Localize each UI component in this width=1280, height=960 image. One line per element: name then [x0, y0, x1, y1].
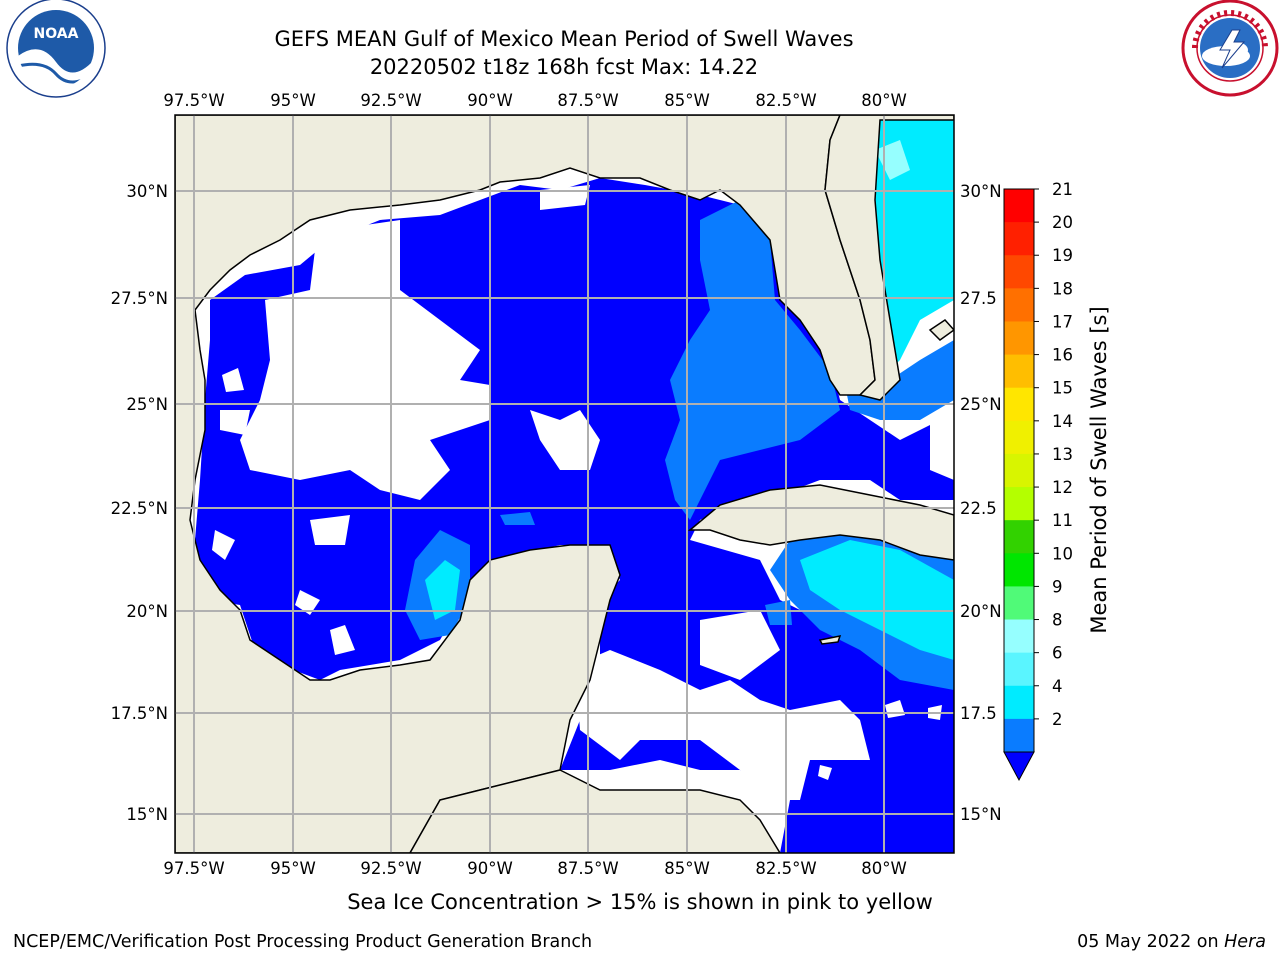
- lon-labels-bottom: 97.5°W 95°W 92.5°W 90°W 87.5°W 85°W 82.5…: [163, 859, 906, 878]
- colorbar-tick-label: 4: [1052, 677, 1063, 696]
- sea-ice-note: Sea Ice Concentration > 15% is shown in …: [347, 890, 933, 914]
- lat-label: 22.5°N: [111, 499, 168, 518]
- colorbar-bin: [1004, 718, 1034, 753]
- swell-nodata-patches: [212, 185, 954, 800]
- colorbar-bin: [1004, 453, 1034, 488]
- credit-date: 05 May 2022 on: [1077, 932, 1225, 952]
- lon-label: 87.5°W: [557, 859, 618, 878]
- lat-label: 27.5°N: [111, 289, 168, 308]
- map-frame: [174, 114, 955, 854]
- colorbar-bin: [1004, 420, 1034, 455]
- chart-subtitle: 20220502 t18z 168h fcst Max: 14.22: [369, 55, 759, 79]
- colorbar-bin: [1004, 321, 1034, 356]
- lon-labels-top: 97.5°W 95°W 92.5°W 90°W 87.5°W 85°W 82.5…: [163, 91, 906, 110]
- lon-label: 90°W: [467, 91, 513, 110]
- lon-label: 95°W: [270, 91, 316, 110]
- lon-label: 80°W: [861, 859, 907, 878]
- colorbar-tick-label: 16: [1052, 346, 1073, 365]
- lon-label: 92.5°W: [360, 859, 421, 878]
- lat-label: 25°N: [126, 395, 168, 414]
- lat-label: 30°N: [126, 182, 168, 201]
- colorbar-tick-label: 19: [1052, 246, 1073, 265]
- lat-label: 30°N: [960, 182, 1002, 201]
- credit-left: NCEP/EMC/Verification Post Processing Pr…: [13, 932, 593, 952]
- credit-right: 05 May 2022 on Hera: [1077, 932, 1266, 952]
- lat-label: 20°N: [960, 602, 1002, 621]
- lat-label: 15°N: [960, 805, 1002, 824]
- colorbar-tick-label: 8: [1052, 611, 1063, 630]
- colorbar-tick-label: 14: [1052, 412, 1073, 431]
- colorbar-bin: [1004, 619, 1034, 654]
- lat-labels-left: 30°N 27.5°N 25°N 22.5°N 20°N 17.5°N 15°N: [111, 182, 168, 824]
- lat-labels-right: 30°N 27.5 25°N 22.5 20°N 17.5 15°N: [960, 182, 1002, 824]
- colorbar-tick-label: 18: [1052, 279, 1073, 298]
- colorbar-bin: [1004, 387, 1034, 422]
- graticule: [175, 115, 954, 853]
- credit-host: Hera: [1224, 932, 1266, 952]
- colorbar-bin: [1004, 255, 1034, 289]
- colorbar-bin: [1004, 520, 1034, 554]
- colorbar-bin: [1004, 354, 1034, 389]
- lat-label: 17.5°N: [111, 704, 168, 723]
- colorbar-bin: [1004, 222, 1034, 256]
- nws-logo: [1181, 0, 1279, 97]
- colorbar-extend-arrow: [1003, 751, 1035, 782]
- lon-label: 97.5°W: [163, 859, 224, 878]
- colorbar-tick-label: 17: [1052, 312, 1073, 331]
- lon-label: 82.5°W: [755, 91, 816, 110]
- chart-title: GEFS MEAN Gulf of Mexico Mean Period of …: [274, 27, 854, 51]
- colorbar-tick-label: 21: [1052, 180, 1073, 199]
- lon-label: 82.5°W: [755, 859, 816, 878]
- noaa-logo-text: NOAA: [34, 26, 79, 42]
- colorbar-tick-label: 9: [1052, 577, 1063, 596]
- colorbar-bin: [1004, 487, 1034, 521]
- lon-label: 85°W: [664, 91, 710, 110]
- colorbar: 21 20 19 18 17 16 15 14 13 12 11 10 9 8 6 4 2: [1003, 180, 1073, 782]
- colorbar-tick-label: 6: [1052, 644, 1063, 663]
- colorbar-frame: [1003, 188, 1035, 753]
- lon-label: 80°W: [861, 91, 907, 110]
- colorbar-tick-label: 20: [1052, 213, 1073, 232]
- colorbar-tick-label: 11: [1052, 511, 1073, 530]
- colorbar-bin: [1004, 288, 1034, 322]
- lon-label: 95°W: [270, 859, 316, 878]
- colorbar-tick-label: 15: [1052, 379, 1073, 398]
- colorbar-bin: [1004, 189, 1034, 223]
- colorbar-tick-label: 2: [1052, 710, 1063, 729]
- lat-label: 15°N: [126, 805, 168, 824]
- lat-label: 22.5: [960, 499, 997, 518]
- colorbar-label: Mean Period of Swell Waves [s]: [1087, 306, 1111, 633]
- noaa-logo: NOAA: [6, 0, 106, 98]
- map-area: [175, 115, 954, 853]
- colorbar-bin: [1004, 652, 1034, 687]
- lon-label: 90°W: [467, 859, 513, 878]
- colorbar-tick-label: 13: [1052, 445, 1073, 464]
- lon-label: 87.5°W: [557, 91, 618, 110]
- colorbar-tick-label: 12: [1052, 478, 1073, 497]
- lon-label: 85°W: [664, 859, 710, 878]
- colorbar-bin: [1004, 586, 1034, 621]
- lat-label: 20°N: [126, 602, 168, 621]
- lat-label: 17.5: [960, 704, 997, 723]
- colorbar-bin: [1004, 685, 1034, 720]
- lat-label: 27.5: [960, 289, 997, 308]
- lon-label: 92.5°W: [360, 91, 421, 110]
- colorbar-bin: [1004, 553, 1034, 587]
- lon-label: 97.5°W: [163, 91, 224, 110]
- lat-label: 25°N: [960, 395, 1002, 414]
- colorbar-tick-label: 10: [1052, 544, 1073, 563]
